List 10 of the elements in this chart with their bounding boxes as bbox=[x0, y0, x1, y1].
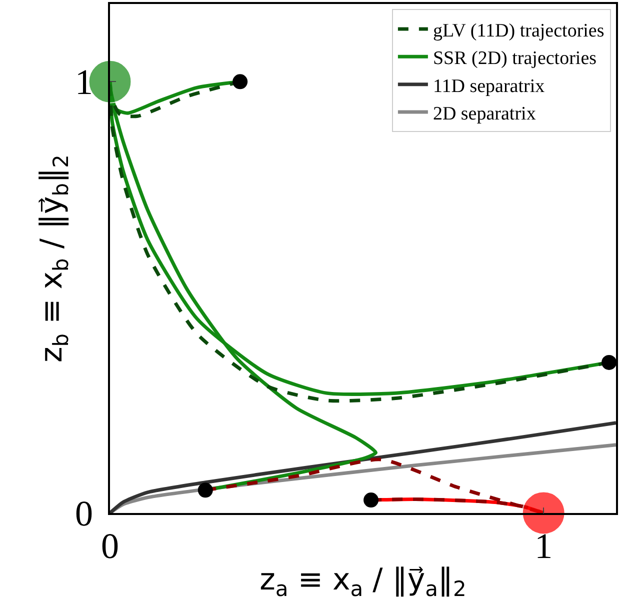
legend-label: 11D separatrix bbox=[432, 76, 546, 97]
legend-label: SSR (2D) trajectories bbox=[432, 48, 597, 70]
legend-label: gLV (11D) trajectories bbox=[432, 20, 604, 42]
point bbox=[232, 74, 248, 90]
point bbox=[364, 492, 379, 508]
point bbox=[602, 354, 617, 370]
line-series bbox=[110, 421, 616, 513]
point bbox=[198, 482, 213, 498]
x-axis-title: z$_{a}$ ≡ x$_{a}$ / ‖y⃗$_{a}$‖$_{2}$ bbox=[260, 562, 466, 601]
legend-label: 2D separatrix bbox=[432, 103, 536, 124]
